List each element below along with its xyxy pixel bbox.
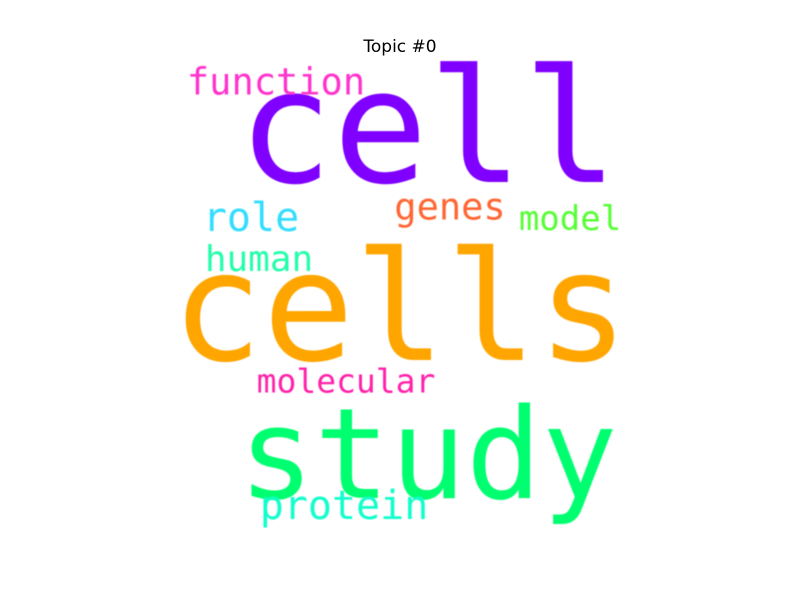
word-cell: cell xyxy=(237,36,619,220)
word-molecular: molecular xyxy=(256,361,436,401)
word-role: role xyxy=(202,195,300,241)
word-model: model xyxy=(518,199,622,239)
word-protein: protein xyxy=(259,483,429,529)
figure-title: Topic #0 xyxy=(363,37,437,57)
word-genes: genes xyxy=(394,185,506,229)
word-function: function xyxy=(186,60,366,104)
word-human: human xyxy=(204,239,314,280)
word-study: study xyxy=(238,381,618,528)
word-cells: cells xyxy=(171,219,629,396)
